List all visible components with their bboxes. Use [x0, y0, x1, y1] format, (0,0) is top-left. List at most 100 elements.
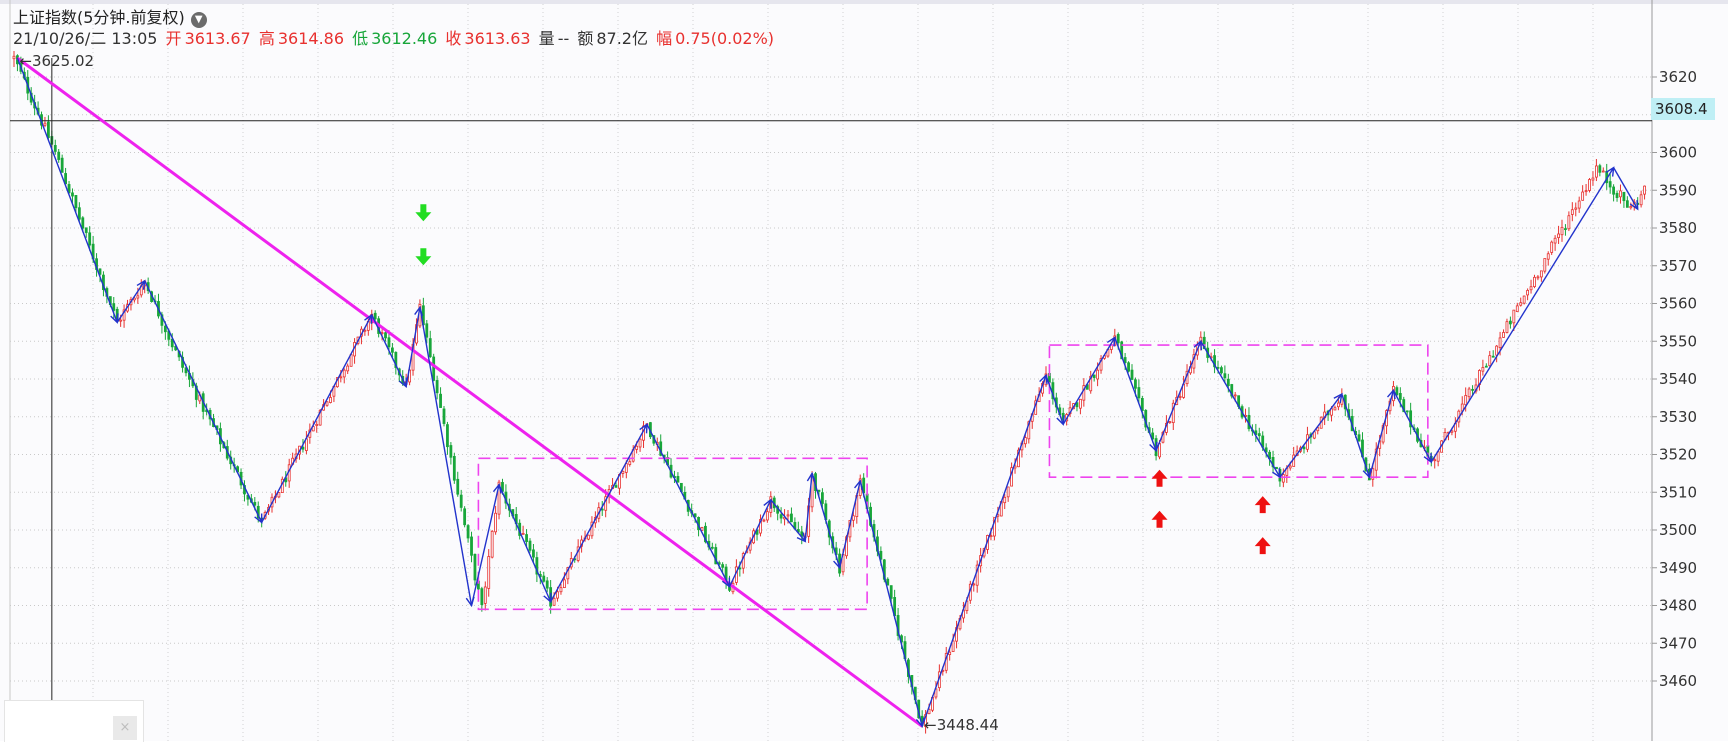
- candle-body: [1264, 447, 1268, 453]
- candle-body: [587, 534, 590, 540]
- close-value: 3613.63: [464, 29, 531, 48]
- candle-body: [463, 508, 467, 526]
- candle-body: [879, 550, 883, 560]
- volume-label: 量: [538, 29, 555, 48]
- zigzag-segment: [498, 484, 552, 603]
- candle-body: [1433, 459, 1437, 462]
- candle-body: [1402, 399, 1406, 413]
- downtrend-line: [16, 56, 924, 728]
- candle-body: [790, 513, 793, 523]
- zigzag-segment: [470, 484, 500, 606]
- candle-body: [1096, 369, 1099, 380]
- candle-body: [494, 512, 498, 533]
- zigzag-segment: [16, 57, 118, 323]
- candle-body: [1099, 358, 1103, 371]
- candle-body: [1006, 486, 1010, 498]
- candle-body: [1543, 258, 1547, 272]
- candle-body: [446, 424, 449, 448]
- y-tick-label: 3590: [1659, 181, 1697, 199]
- candle-body: [738, 567, 742, 570]
- candle-body: [1123, 357, 1127, 363]
- candle-body: [1017, 449, 1020, 468]
- y-tick-label: 3470: [1659, 634, 1697, 652]
- candle-body: [480, 588, 484, 605]
- buy-signal-arrow: [1151, 469, 1168, 487]
- candle-body: [1505, 321, 1509, 333]
- candle-body: [1564, 228, 1567, 231]
- candle-body: [1643, 185, 1646, 195]
- candle-body: [1488, 355, 1492, 367]
- buy-signal-arrow: [1151, 510, 1168, 528]
- candle-body: [47, 121, 50, 138]
- zigzag-segment: [1430, 167, 1615, 463]
- current-price-tag: 3608.4: [1651, 98, 1715, 120]
- zigzag-arrowhead: [1629, 200, 1639, 211]
- high-value: 3614.86: [277, 29, 345, 48]
- y-tick-label: 3540: [1659, 370, 1697, 388]
- candle-body: [277, 492, 281, 498]
- y-tick-label: 3580: [1659, 219, 1697, 237]
- candle-body: [74, 195, 78, 209]
- candle-body: [1581, 191, 1585, 201]
- candle-body: [490, 530, 494, 558]
- candle-body: [473, 553, 477, 581]
- candle-body: [765, 511, 769, 521]
- chart-title: 上证指数(5分钟.前复权): [13, 8, 185, 27]
- candle-body: [301, 446, 305, 450]
- candle-body: [425, 323, 429, 338]
- amount-value: 87.2亿: [596, 29, 648, 48]
- candle-body: [119, 319, 123, 322]
- candle-body: [628, 461, 632, 465]
- zigzag-segment: [116, 280, 146, 323]
- candle-body: [81, 217, 85, 229]
- candle-body: [483, 586, 487, 604]
- zigzag-segment: [1279, 393, 1343, 478]
- y-tick-label: 3510: [1659, 483, 1697, 501]
- volume-value: --: [557, 29, 570, 48]
- y-tick-label: 3530: [1659, 408, 1697, 426]
- candle-body: [1557, 233, 1560, 238]
- candle-body: [384, 332, 387, 339]
- zigzag-segment: [405, 307, 421, 387]
- candle-body: [184, 367, 188, 374]
- candle-body: [710, 546, 714, 549]
- candle-body: [676, 476, 680, 483]
- candle-body: [1226, 378, 1230, 386]
- zigzag-segment: [646, 423, 731, 587]
- candle-body: [821, 492, 824, 504]
- candle-body: [1127, 362, 1130, 372]
- zigzag-segment: [859, 480, 923, 727]
- candle-body: [1495, 345, 1499, 356]
- y-tick-label: 3620: [1659, 68, 1697, 86]
- candle-body: [528, 540, 532, 551]
- buy-signal-arrow: [1254, 537, 1271, 555]
- candle-body: [1529, 286, 1533, 291]
- candle-body: [635, 445, 639, 450]
- low-point-label: ←3448.44: [924, 715, 999, 734]
- candle-body: [1079, 398, 1082, 409]
- candle-body: [1550, 241, 1554, 253]
- candle-body: [394, 351, 398, 368]
- candle-body: [614, 485, 618, 488]
- zigzag-segment: [419, 307, 473, 606]
- close-icon[interactable]: ×: [113, 716, 137, 740]
- sell-signal-arrow: [415, 204, 432, 222]
- y-tick-label: 3560: [1659, 295, 1697, 313]
- candle-body: [621, 470, 625, 474]
- candle-body: [1522, 295, 1526, 304]
- amount-label: 额: [577, 29, 594, 48]
- candle-body: [84, 227, 88, 233]
- low-value: 3612.46: [371, 29, 438, 48]
- high-label: 高: [258, 29, 275, 48]
- candle-body: [346, 365, 350, 372]
- candle-body: [12, 55, 16, 60]
- candle-body: [88, 232, 92, 246]
- candle-body: [951, 640, 955, 652]
- candle-body: [253, 501, 257, 506]
- candle-body: [1137, 387, 1141, 399]
- chevron-down-icon[interactable]: ▼: [190, 12, 207, 28]
- candle-body: [1082, 385, 1086, 401]
- candle-body: [948, 651, 952, 655]
